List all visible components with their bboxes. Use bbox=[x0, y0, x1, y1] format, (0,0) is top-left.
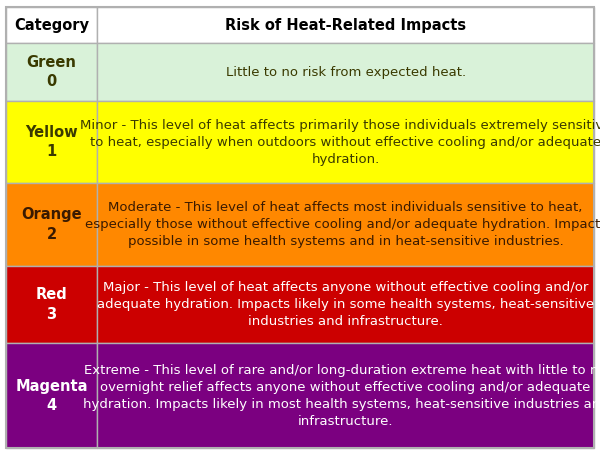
Bar bbox=[6, 183, 97, 266]
Bar bbox=[6, 7, 97, 43]
Bar bbox=[97, 183, 594, 266]
Text: Category: Category bbox=[14, 18, 89, 33]
Text: Magenta
4: Magenta 4 bbox=[16, 379, 88, 413]
Bar bbox=[97, 343, 594, 448]
Bar bbox=[6, 101, 97, 183]
Text: Green
0: Green 0 bbox=[26, 55, 77, 89]
Text: Yellow
1: Yellow 1 bbox=[25, 125, 78, 159]
Text: Major - This level of heat affects anyone without effective cooling and/or
adequ: Major - This level of heat affects anyon… bbox=[97, 281, 594, 328]
Bar bbox=[97, 266, 594, 343]
Text: Extreme - This level of rare and/or long-duration extreme heat with little to no: Extreme - This level of rare and/or long… bbox=[83, 364, 600, 428]
Text: Minor - This level of heat affects primarily those individuals extremely sensiti: Minor - This level of heat affects prima… bbox=[80, 119, 600, 166]
Text: Risk of Heat-Related Impacts: Risk of Heat-Related Impacts bbox=[225, 18, 466, 33]
Text: Red
3: Red 3 bbox=[35, 288, 67, 322]
Bar bbox=[6, 43, 97, 101]
Text: Moderate - This level of heat affects most individuals sensitive to heat,
especi: Moderate - This level of heat affects mo… bbox=[85, 201, 600, 248]
Text: Little to no risk from expected heat.: Little to no risk from expected heat. bbox=[226, 66, 466, 79]
Bar bbox=[97, 101, 594, 183]
Text: Orange
2: Orange 2 bbox=[21, 207, 82, 242]
Bar bbox=[97, 43, 594, 101]
Bar bbox=[6, 343, 97, 448]
Bar bbox=[97, 7, 594, 43]
Bar bbox=[6, 266, 97, 343]
